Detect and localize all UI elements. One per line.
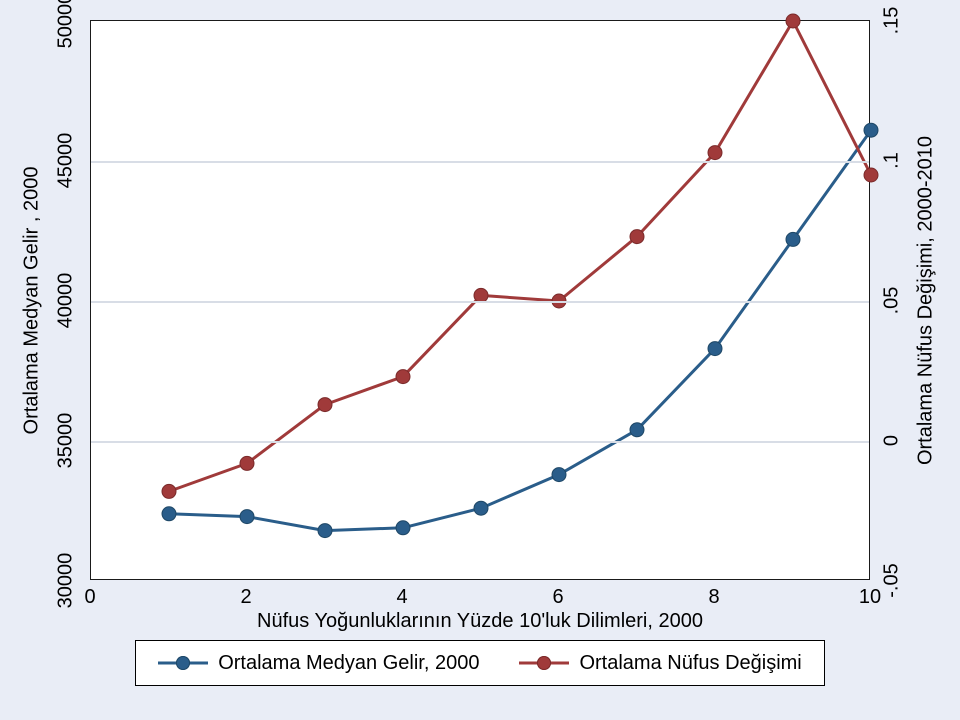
gridline [91,301,869,303]
y-left-axis-label: Ortalama Medyan Gelir , 2000 [21,51,44,551]
chart-page: Ortalama Medyan Gelir, 2000 Ortalama Nüfu… [0,0,960,720]
legend-label: Ortalama Nüfus Değişimi [579,652,801,675]
series-marker-income [240,510,254,524]
x-tick-label: 4 [382,586,422,609]
series-marker-popchange [708,146,722,160]
legend-item-income: Ortalama Medyan Gelir, 2000 [158,652,479,675]
series-marker-income [864,123,878,137]
series-line-popchange [169,21,871,491]
series-marker-popchange [864,168,878,182]
legend-swatch [158,655,208,671]
series-marker-income [474,501,488,515]
x-tick-label: 6 [538,586,578,609]
y-left-tick-label: 40000 [55,261,78,341]
legend-swatch [519,655,569,671]
plot-area [90,20,870,580]
series-marker-income [318,524,332,538]
series-marker-income [162,507,176,521]
series-marker-popchange [786,14,800,28]
legend: Ortalama Medyan Gelir, 2000 Ortalama Nüfu… [135,640,825,686]
series-marker-income [786,232,800,246]
gridline [91,441,869,443]
series-marker-income [396,521,410,535]
series-marker-income [630,423,644,437]
y-left-tick-label: 45000 [55,121,78,201]
series-marker-popchange [162,484,176,498]
y-right-tick-label: 0 [881,411,904,471]
series-marker-popchange [240,456,254,470]
series-marker-income [552,468,566,482]
legend-item-popchange: Ortalama Nüfus Değişimi [519,652,801,675]
x-tick-label: 2 [226,586,266,609]
series-marker-popchange [318,398,332,412]
series-marker-popchange [630,230,644,244]
x-axis-label: Nüfus Yoğunluklarının Yüzde 10'luk Dilim… [90,610,870,633]
y-right-tick-label: .1 [881,131,904,191]
x-tick-label: 8 [694,586,734,609]
legend-label: Ortalama Medyan Gelir, 2000 [218,652,479,675]
y-left-tick-label: 30000 [55,541,78,621]
y-left-tick-label: 35000 [55,401,78,481]
series-marker-popchange [396,370,410,384]
y-right-tick-label: -.05 [881,551,904,611]
y-right-axis-label: Ortalama Nüfus Değişimi, 2000-2010 [915,51,938,551]
y-left-tick-label: 50000 [55,0,78,61]
series-line-income [169,130,871,530]
gridline [91,161,869,163]
y-right-tick-label: .05 [881,271,904,331]
series-marker-income [708,342,722,356]
y-right-tick-label: .15 [881,0,904,51]
